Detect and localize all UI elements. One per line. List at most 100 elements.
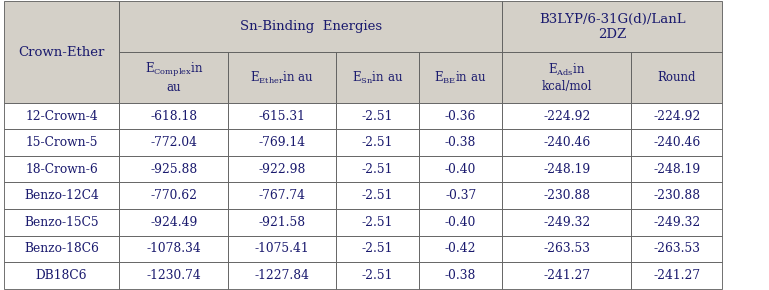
Text: -0.36: -0.36 xyxy=(445,110,476,123)
Text: Round: Round xyxy=(657,71,696,84)
Text: -0.42: -0.42 xyxy=(445,242,476,255)
Bar xyxy=(502,103,631,129)
Bar xyxy=(336,156,419,182)
Text: -248.19: -248.19 xyxy=(543,163,591,176)
Text: -0.37: -0.37 xyxy=(445,189,476,202)
Text: E$_{\mathregular{BE}}$in au: E$_{\mathregular{BE}}$in au xyxy=(434,70,487,86)
Text: DB18C6: DB18C6 xyxy=(36,269,87,282)
Text: -772.04: -772.04 xyxy=(150,136,198,149)
Bar xyxy=(336,235,419,262)
Bar xyxy=(631,52,722,103)
Text: -224.92: -224.92 xyxy=(543,110,591,123)
Bar xyxy=(119,103,228,129)
Text: -0.38: -0.38 xyxy=(445,136,476,149)
Bar xyxy=(336,129,419,156)
Text: -769.14: -769.14 xyxy=(258,136,306,149)
Text: 18-Crown-6: 18-Crown-6 xyxy=(25,163,98,176)
Bar xyxy=(419,235,502,262)
Bar xyxy=(119,209,228,235)
Bar xyxy=(228,156,336,182)
Bar xyxy=(228,182,336,209)
Bar xyxy=(336,182,419,209)
Bar xyxy=(631,209,722,235)
Bar xyxy=(119,1,502,52)
Bar xyxy=(631,262,722,289)
Bar xyxy=(502,52,631,103)
Text: E$_{\mathregular{Complex}}$in
au: E$_{\mathregular{Complex}}$in au xyxy=(145,61,203,94)
Bar xyxy=(419,262,502,289)
Text: -0.38: -0.38 xyxy=(445,269,476,282)
Bar xyxy=(419,182,502,209)
Bar xyxy=(4,235,119,262)
Text: Sn-Binding  Energies: Sn-Binding Energies xyxy=(240,20,381,33)
Text: -2.51: -2.51 xyxy=(362,189,393,202)
Text: -924.49: -924.49 xyxy=(150,216,198,229)
Text: 15-Crown-5: 15-Crown-5 xyxy=(25,136,98,149)
Text: -1230.74: -1230.74 xyxy=(146,269,201,282)
Text: -0.40: -0.40 xyxy=(445,216,476,229)
Text: Benzo-18C6: Benzo-18C6 xyxy=(24,242,99,255)
Text: 12-Crown-4: 12-Crown-4 xyxy=(25,110,98,123)
Text: -770.62: -770.62 xyxy=(150,189,198,202)
Bar xyxy=(502,129,631,156)
Text: -2.51: -2.51 xyxy=(362,110,393,123)
Bar xyxy=(228,129,336,156)
Text: -1227.84: -1227.84 xyxy=(255,269,310,282)
Text: -2.51: -2.51 xyxy=(362,136,393,149)
Text: -263.53: -263.53 xyxy=(543,242,591,255)
Text: -0.40: -0.40 xyxy=(445,163,476,176)
Text: -224.92: -224.92 xyxy=(653,110,701,123)
Text: Crown-Ether: Crown-Ether xyxy=(18,46,105,59)
Text: -767.74: -767.74 xyxy=(258,189,306,202)
Bar xyxy=(119,182,228,209)
Bar xyxy=(228,52,336,103)
Bar xyxy=(631,235,722,262)
Bar xyxy=(502,262,631,289)
Bar xyxy=(419,52,502,103)
Bar xyxy=(4,129,119,156)
Bar xyxy=(419,103,502,129)
Bar xyxy=(419,209,502,235)
Text: -241.27: -241.27 xyxy=(543,269,591,282)
Text: -249.32: -249.32 xyxy=(543,216,591,229)
Bar xyxy=(4,209,119,235)
Bar xyxy=(336,103,419,129)
Bar xyxy=(336,262,419,289)
Bar xyxy=(4,1,119,103)
Text: Benzo-15C5: Benzo-15C5 xyxy=(24,216,99,229)
Text: -249.32: -249.32 xyxy=(653,216,701,229)
Bar xyxy=(419,129,502,156)
Text: E$_{\mathregular{Sn}}$in au: E$_{\mathregular{Sn}}$in au xyxy=(352,70,403,86)
Bar xyxy=(4,182,119,209)
Text: -240.46: -240.46 xyxy=(653,136,701,149)
Text: -2.51: -2.51 xyxy=(362,163,393,176)
Text: -2.51: -2.51 xyxy=(362,269,393,282)
Bar xyxy=(631,182,722,209)
Bar xyxy=(502,209,631,235)
Text: -240.46: -240.46 xyxy=(543,136,591,149)
Bar xyxy=(502,156,631,182)
Bar xyxy=(119,235,228,262)
Text: -922.98: -922.98 xyxy=(258,163,306,176)
Text: -230.88: -230.88 xyxy=(543,189,591,202)
Bar xyxy=(502,182,631,209)
Bar xyxy=(4,262,119,289)
Text: E$_{\mathregular{Ads}}$in
kcal/mol: E$_{\mathregular{Ads}}$in kcal/mol xyxy=(541,62,592,93)
Text: B3LYP/6-31G(d)/LanL
2DZ: B3LYP/6-31G(d)/LanL 2DZ xyxy=(539,13,685,41)
Bar xyxy=(631,156,722,182)
Bar xyxy=(419,156,502,182)
Text: -921.58: -921.58 xyxy=(258,216,306,229)
Text: E$_{\mathregular{Ether}}$in au: E$_{\mathregular{Ether}}$in au xyxy=(251,70,314,86)
Bar xyxy=(228,209,336,235)
Text: -1078.34: -1078.34 xyxy=(146,242,201,255)
Text: -230.88: -230.88 xyxy=(653,189,701,202)
Bar xyxy=(228,103,336,129)
Bar xyxy=(228,235,336,262)
Bar xyxy=(336,52,419,103)
Text: -1075.41: -1075.41 xyxy=(255,242,310,255)
Text: Benzo-12C4: Benzo-12C4 xyxy=(24,189,99,202)
Bar xyxy=(4,156,119,182)
Text: -241.27: -241.27 xyxy=(653,269,701,282)
Bar xyxy=(228,262,336,289)
Bar xyxy=(119,262,228,289)
